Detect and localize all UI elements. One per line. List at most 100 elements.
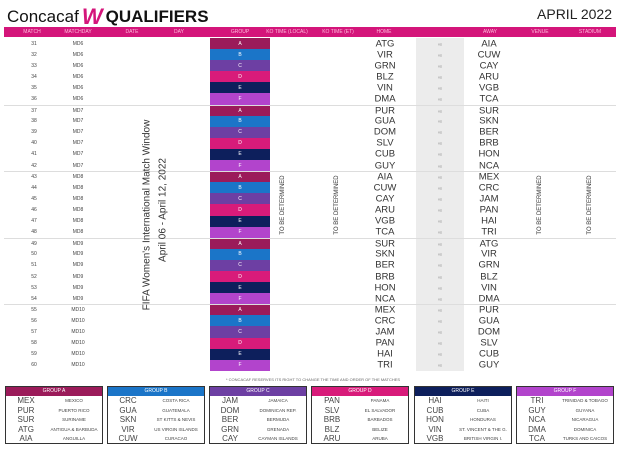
home-team: PUR [374, 105, 396, 117]
matchday: MD6 [72, 96, 84, 103]
vs-cell [416, 71, 464, 83]
vs-label: vs [438, 296, 442, 302]
vs-label: vs [438, 274, 442, 280]
team-code: VIN [428, 424, 442, 434]
brand-name: Concacaf [7, 7, 79, 26]
match-number: 35 [31, 84, 37, 91]
group-cell: D [210, 137, 270, 149]
team-name: BERMUDA [266, 417, 290, 423]
vs-cell [416, 326, 464, 338]
matchday: MD7 [72, 129, 84, 136]
away-team: GUA [478, 315, 500, 327]
home-team: DMA [374, 93, 396, 105]
team-code: CAY [222, 434, 238, 444]
vs-label: vs [438, 307, 442, 313]
matchday: MD10 [71, 351, 85, 358]
table-row: 60 MD10 F vs TRI GUY [4, 359, 616, 371]
team-name: TURKS AND CAICOS [562, 436, 608, 442]
group-team: JAM JAMAICA [210, 396, 306, 406]
group-team: VGB BRITISH VIRGIN I. [415, 434, 511, 444]
matchday: MD6 [72, 73, 84, 80]
vs-label: vs [438, 362, 442, 368]
team-code: AIA [19, 434, 33, 444]
vs-cell [416, 204, 464, 216]
match-number: 52 [31, 273, 37, 280]
vs-cell [416, 337, 464, 349]
away-team: VGB [478, 82, 500, 94]
vs-label: vs [438, 74, 442, 80]
group-cell: A [210, 305, 270, 316]
table-row: 46 MD8 D vs ARU PAN [4, 204, 616, 216]
stadium-tbd: TO BE DETERMINED [587, 175, 593, 235]
matchday: MD10 [71, 307, 85, 314]
col-date: DATE [125, 29, 139, 35]
matchday: MD8 [72, 195, 84, 202]
match-number: 45 [31, 195, 37, 202]
group-team: BER BERMUDA [210, 415, 306, 425]
home-team: VGB [374, 215, 396, 227]
vs-label: vs [438, 185, 442, 191]
matchday: MD6 [72, 84, 84, 91]
group-cell: D [210, 270, 270, 283]
matchday: MD7 [72, 151, 84, 158]
team-name: JAMAICA [268, 398, 288, 404]
table-row: 40 MD7 D vs SLV BRB [4, 137, 616, 149]
matchday: MD6 [72, 40, 84, 47]
match-number: 39 [31, 129, 37, 136]
vs-cell [416, 82, 464, 94]
table-row: 38 MD7 B vs GUA SKN [4, 115, 616, 127]
team-code: TCA [529, 434, 545, 444]
group-cell: E [210, 148, 270, 161]
vs-cell [416, 259, 464, 271]
vs-label: vs [438, 196, 442, 202]
table-row: 33 MD6 C vs GRN CAY [4, 60, 616, 72]
col-away: AWAY [483, 29, 497, 35]
matchday: MD8 [72, 184, 84, 191]
team-code: BRB [323, 415, 341, 425]
vs-cell [416, 137, 464, 149]
match-number: 50 [31, 251, 37, 258]
vs-cell [416, 172, 464, 183]
match-number: 56 [31, 317, 37, 324]
group-team: CAY CAYMAN ISLANDS [210, 434, 306, 444]
match-number: 55 [31, 307, 37, 314]
vs-label: vs [438, 118, 442, 124]
match-number: 36 [31, 96, 37, 103]
team-name: MEXICO [65, 398, 83, 404]
away-team: DMA [478, 293, 500, 305]
away-team: CAY [479, 60, 499, 72]
team-code: GRN [221, 424, 239, 434]
vs-cell [416, 160, 464, 172]
group-team: CUW CURACAO [108, 434, 204, 444]
group-team: ATG ANTIGUA & BARBUDA [6, 425, 102, 435]
matchday: MD7 [72, 107, 84, 114]
group-team: CUB CUBA [415, 406, 511, 416]
vs-cell [416, 193, 464, 205]
col-home: HOME [376, 29, 392, 35]
group-cell: E [210, 82, 270, 94]
team-name: CAYMAN ISLANDS [258, 436, 298, 442]
window-title: FIFA Women's International Match Window [141, 119, 153, 311]
group-cell: A [210, 38, 270, 50]
home-team: HON [374, 282, 396, 294]
matchday: MD10 [71, 328, 85, 335]
group-cell: F [210, 226, 270, 238]
home-team: JAM [375, 326, 395, 338]
w-logo-mark: W [81, 4, 103, 29]
table-row: 54 MD9 F vs NCA DMA [4, 293, 616, 305]
group-cell: F [210, 93, 270, 105]
team-name: COSTA RICA [162, 398, 190, 404]
match-number: 44 [31, 184, 37, 191]
home-team: ATG [375, 38, 395, 50]
group-team: SUR SURINAME [6, 415, 102, 425]
table-row: 42 MD7 F vs GUY NCA [4, 160, 616, 172]
vs-label: vs [438, 129, 442, 135]
vs-cell [416, 359, 464, 371]
group-team: HON HONDURAS [415, 415, 511, 425]
team-code: VGB [426, 434, 444, 444]
table-row: 31 MD6 A vs ATG AIA [4, 38, 616, 50]
home-team: GRN [374, 60, 396, 72]
matchday: MD8 [72, 174, 84, 181]
team-name: BARBADOS [367, 417, 393, 423]
group-cell: B [210, 115, 270, 127]
